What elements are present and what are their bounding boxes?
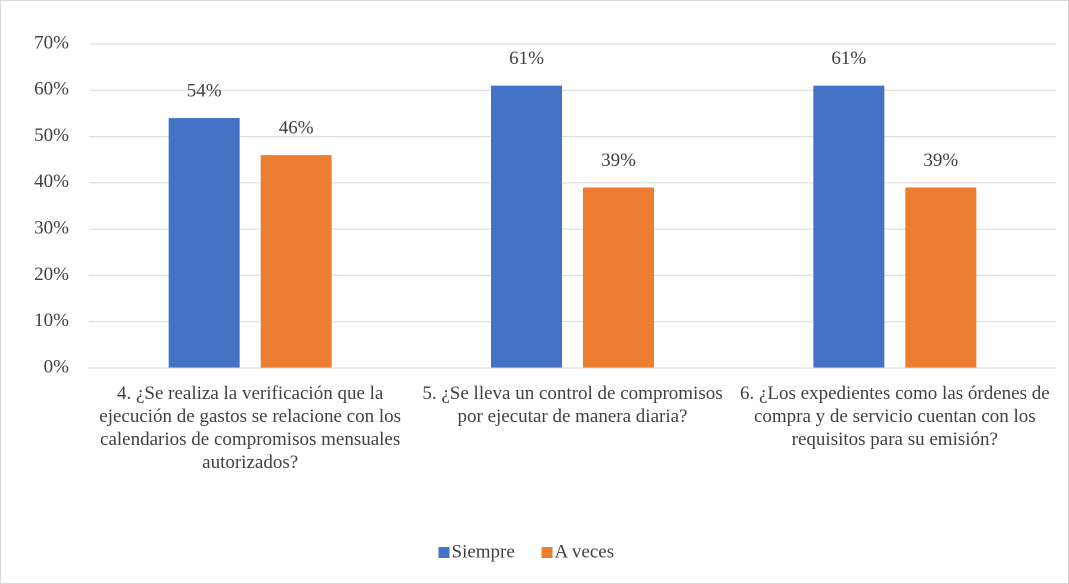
legend-swatch xyxy=(541,547,553,558)
bar xyxy=(260,155,332,368)
x-tick-label: 5. ¿Se lleva un control de compromisos p… xyxy=(422,383,723,427)
y-tick-label: 70% xyxy=(34,32,69,53)
bar xyxy=(168,118,240,368)
data-label: 61% xyxy=(831,48,866,69)
bar xyxy=(491,85,562,369)
legend-swatch xyxy=(438,547,450,558)
data-label: 54% xyxy=(187,80,222,101)
legend-label: Siempre xyxy=(452,541,515,562)
y-tick-label: 10% xyxy=(34,310,69,331)
y-tick-label: 40% xyxy=(34,171,69,192)
y-tick-label: 50% xyxy=(34,125,69,146)
data-label: 46% xyxy=(279,117,314,138)
y-tick-label: 20% xyxy=(34,264,69,285)
data-label: 39% xyxy=(601,150,636,171)
legend-label: A veces xyxy=(555,541,615,562)
y-tick-label: 0% xyxy=(44,356,70,377)
bar xyxy=(813,85,885,369)
data-label: 61% xyxy=(509,48,544,69)
x-tick-label: 6. ¿Los expedientes como las órdenes de … xyxy=(739,383,1050,450)
data-label: 39% xyxy=(923,150,958,171)
x-tick-label: 4. ¿Se realiza la verificación que la ej… xyxy=(99,383,402,473)
y-tick-label: 30% xyxy=(34,218,69,239)
bar xyxy=(583,187,654,368)
y-tick-label: 60% xyxy=(34,79,69,100)
bar xyxy=(905,187,977,368)
